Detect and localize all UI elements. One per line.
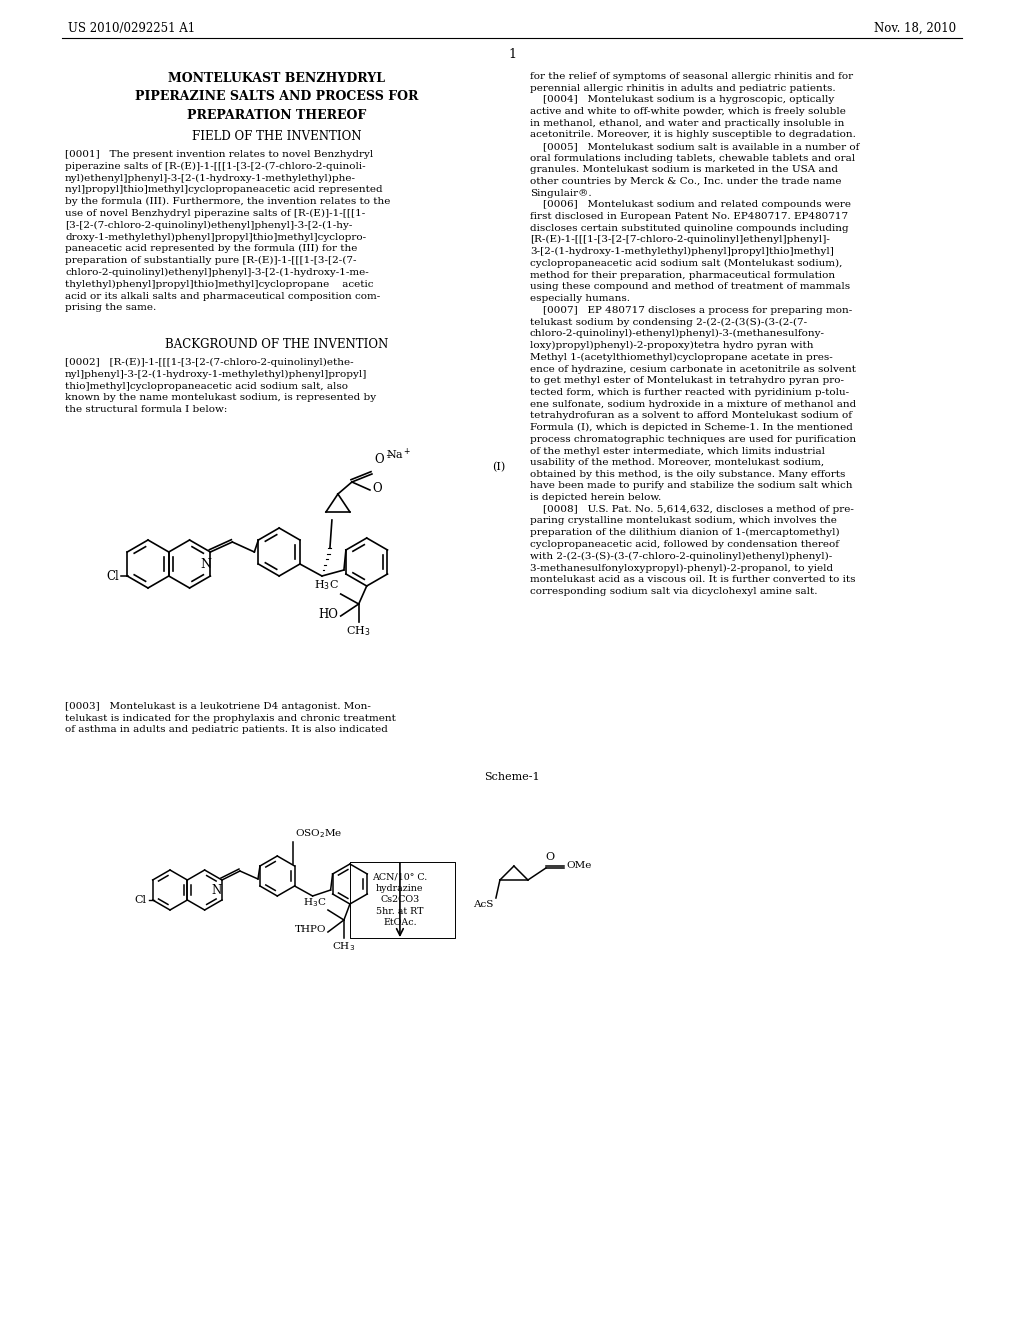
Text: N: N bbox=[201, 557, 212, 570]
Text: [0003]   Montelukast is a leukotriene D4 antagonist. Mon-
telukast is indicated : [0003] Montelukast is a leukotriene D4 a… bbox=[65, 702, 396, 734]
Text: Cl: Cl bbox=[106, 569, 119, 582]
Text: O: O bbox=[372, 482, 382, 495]
Text: HO: HO bbox=[318, 607, 339, 620]
Text: [0001]   The present invention relates to novel Benzhydryl
piperazine salts of [: [0001] The present invention relates to … bbox=[65, 150, 390, 313]
Text: O: O bbox=[546, 851, 554, 862]
Text: for the relief of symptoms of seasonal allergic rhinitis and for
perennial aller: for the relief of symptoms of seasonal a… bbox=[530, 73, 859, 595]
Text: CH$_3$: CH$_3$ bbox=[346, 624, 371, 638]
Text: OMe: OMe bbox=[566, 862, 591, 870]
Text: AcS: AcS bbox=[473, 900, 494, 909]
Text: ACN/10° C.
hydrazine
Cs2CO3
5hr. at RT
EtOAc.: ACN/10° C. hydrazine Cs2CO3 5hr. at RT E… bbox=[373, 873, 428, 928]
Text: Cl: Cl bbox=[135, 895, 146, 906]
Text: N: N bbox=[211, 883, 221, 896]
Text: 1: 1 bbox=[508, 48, 516, 61]
Text: CH$_3$: CH$_3$ bbox=[333, 940, 355, 953]
Text: H$_3$C: H$_3$C bbox=[302, 896, 326, 909]
Text: OSO$_2$Me: OSO$_2$Me bbox=[295, 828, 342, 840]
Text: BACKGROUND OF THE INVENTION: BACKGROUND OF THE INVENTION bbox=[165, 338, 389, 351]
Text: Na$^+$: Na$^+$ bbox=[386, 446, 412, 462]
Text: Nov. 18, 2010: Nov. 18, 2010 bbox=[873, 22, 956, 36]
Text: (I): (I) bbox=[492, 462, 505, 473]
Text: MONTELUKAST BENZHYDRYL
PIPERAZINE SALTS AND PROCESS FOR
PREPARATION THEREOF: MONTELUKAST BENZHYDRYL PIPERAZINE SALTS … bbox=[135, 73, 419, 121]
Text: O$^-$: O$^-$ bbox=[374, 451, 393, 466]
Text: FIELD OF THE INVENTION: FIELD OF THE INVENTION bbox=[193, 129, 361, 143]
Text: THPO: THPO bbox=[295, 925, 326, 935]
Text: [0002]   [R-(E)]-1-[[[1-[3-[2-(7-chloro-2-quinolinyl)ethe-
nyl]phenyl]-3-[2-(1-h: [0002] [R-(E)]-1-[[[1-[3-[2-(7-chloro-2-… bbox=[65, 358, 376, 414]
Text: Scheme-1: Scheme-1 bbox=[484, 772, 540, 781]
Text: H$_3$C: H$_3$C bbox=[313, 578, 339, 591]
Text: US 2010/0292251 A1: US 2010/0292251 A1 bbox=[68, 22, 196, 36]
